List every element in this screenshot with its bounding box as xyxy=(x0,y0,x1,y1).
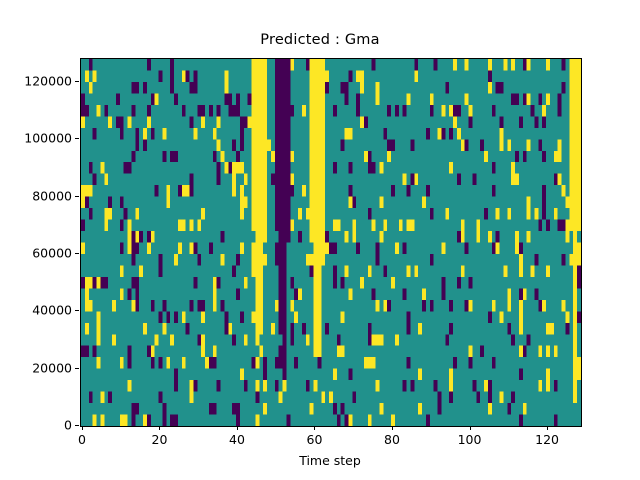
x-tick-mark xyxy=(236,426,238,430)
x-tick-label: 0 xyxy=(77,432,86,447)
page-title: Predicted : Gma xyxy=(260,32,380,48)
y-tick-mark xyxy=(75,367,79,369)
y-tick-label: 120000 xyxy=(24,73,72,89)
x-tick-mark xyxy=(314,426,316,430)
x-tick-mark xyxy=(81,426,83,430)
y-tick-mark xyxy=(75,80,79,82)
x-tick-label: 120 xyxy=(535,432,559,447)
x-axis-label: Time step xyxy=(299,453,361,468)
y-tick-mark xyxy=(75,195,79,197)
x-tick-mark xyxy=(547,426,549,430)
x-tick-label: 20 xyxy=(151,432,168,447)
y-tick-mark xyxy=(75,252,79,254)
x-tick-mark xyxy=(392,426,393,430)
plot-axes xyxy=(80,58,582,427)
x-tick-label: 80 xyxy=(384,432,400,447)
y-tick-label: 100000 xyxy=(24,130,72,146)
y-tick-label: 60000 xyxy=(32,245,72,261)
x-tick-mark xyxy=(159,426,161,430)
y-tick-label: 40000 xyxy=(32,302,72,318)
y-tick-mark xyxy=(75,138,79,140)
y-tick-label: 20000 xyxy=(32,360,72,376)
y-axis-label-wrapper: Frequency (Hz) xyxy=(14,120,32,360)
x-tick-mark xyxy=(469,426,471,430)
y-tick-label: 0 xyxy=(64,417,72,433)
y-tick-mark xyxy=(75,425,79,426)
x-tick-label: 100 xyxy=(457,432,482,447)
y-tick-mark xyxy=(75,310,79,312)
y-tick-label: 80000 xyxy=(32,188,72,204)
x-tick-label: 60 xyxy=(306,432,323,447)
heatmap-image xyxy=(81,59,581,426)
x-tick-label: 40 xyxy=(229,432,245,447)
